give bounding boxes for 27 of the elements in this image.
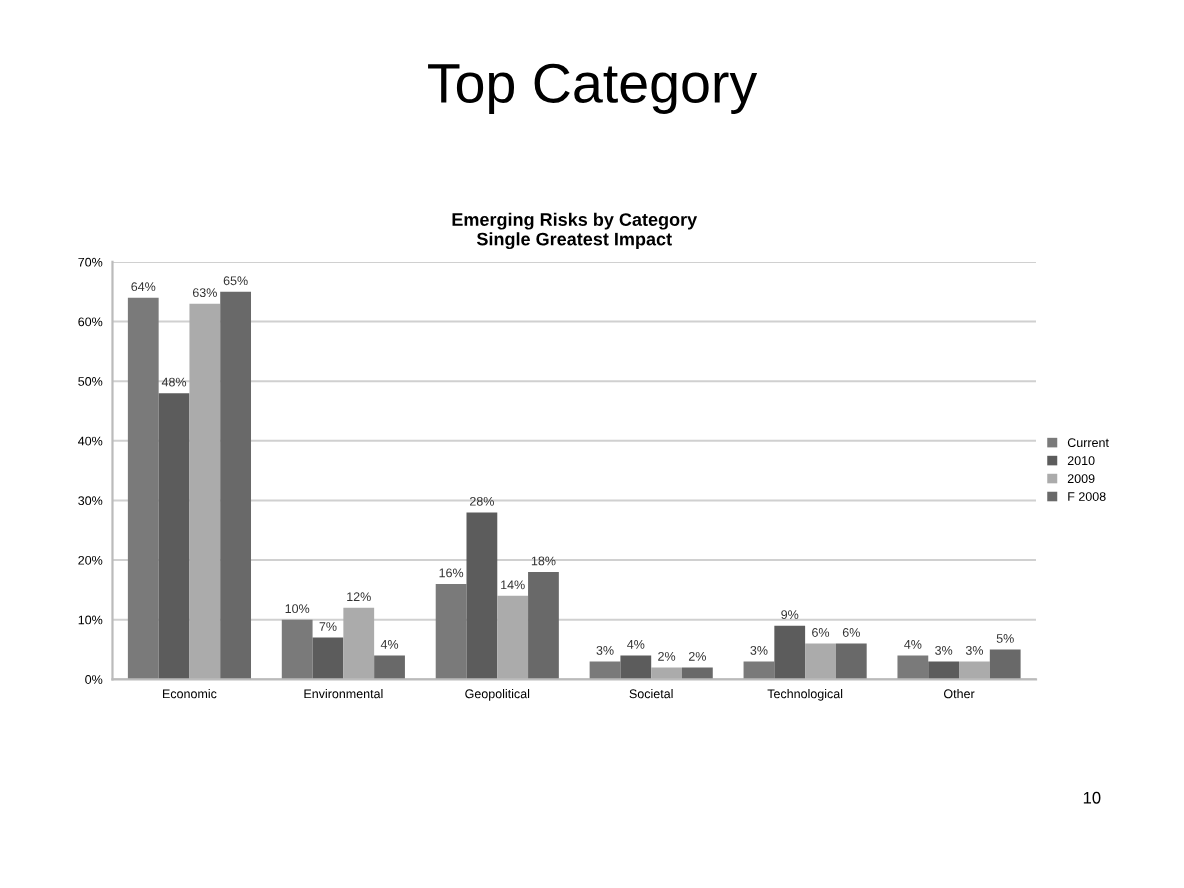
bar <box>651 667 682 680</box>
bar <box>620 655 652 680</box>
bar <box>835 643 867 680</box>
bar <box>774 625 806 680</box>
bar <box>158 393 190 680</box>
bar <box>189 303 221 680</box>
bar <box>281 619 313 680</box>
bar <box>989 649 1021 680</box>
bar <box>312 637 344 680</box>
bar <box>343 607 375 680</box>
bar <box>528 572 559 680</box>
bar <box>466 512 498 680</box>
bar <box>928 661 960 680</box>
chart-subtitle: Emerging Risks by Category Single Greatest Impact <box>452 212 698 250</box>
bar <box>589 661 621 680</box>
bar <box>805 643 836 680</box>
bar <box>681 667 713 680</box>
bar <box>897 655 929 680</box>
bar <box>127 297 159 680</box>
bar <box>220 291 252 680</box>
text: 10 <box>1083 791 1101 804</box>
bar <box>497 595 529 680</box>
chart-title: Top Category <box>428 63 758 114</box>
bar <box>435 583 467 680</box>
bar <box>959 661 990 680</box>
bar <box>374 655 405 680</box>
bar <box>743 661 775 680</box>
